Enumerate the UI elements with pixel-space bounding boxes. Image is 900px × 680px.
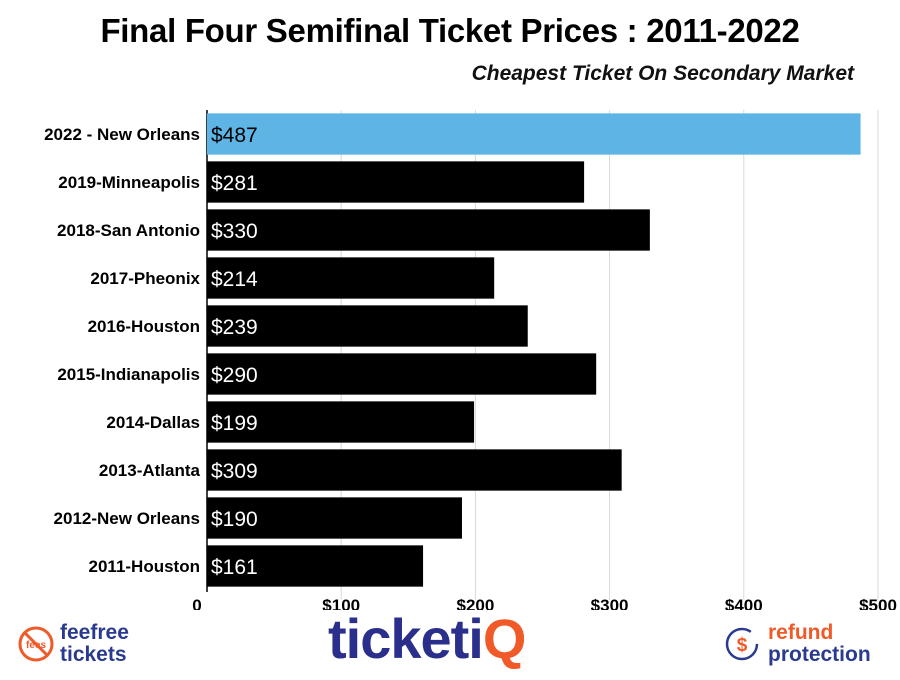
data-label: $281: [211, 172, 258, 195]
feefree-tickets-logo: fees feefree tickets: [14, 616, 174, 676]
category-label: 2016-Houston: [88, 317, 200, 336]
ticketiq-logo: ticketiQ: [328, 606, 578, 670]
category-label: 2017-Pheonix: [90, 269, 200, 288]
category-label: 2014-Dallas: [106, 413, 200, 432]
category-label: 2015-Indianapolis: [57, 365, 200, 384]
x-tick-label: $500: [859, 596, 897, 610]
refund-dollar-icon: $: [725, 627, 759, 661]
chart-subtitle: Cheapest Ticket On Secondary Market: [471, 62, 854, 85]
bar: [207, 161, 585, 203]
bar: [207, 497, 462, 539]
data-label: $290: [211, 364, 258, 387]
bar-chart: $487 2022 - New Orleans $281 2019-Minneapol…: [44, 110, 897, 610]
data-label: $199: [211, 412, 258, 435]
refund-logo-line2: protection: [768, 643, 871, 666]
x-tick-label: $100: [322, 596, 360, 610]
x-tick-label: $400: [725, 596, 763, 610]
feefree-logo-line2: tickets: [60, 643, 127, 666]
category-label: 2018-San Antonio: [57, 221, 200, 240]
refund-protection-logo: $ refund protection: [720, 616, 895, 676]
data-label: $487: [211, 124, 258, 147]
ticketiq-logo-main: ticketi: [328, 607, 484, 670]
bar: [207, 401, 475, 443]
refund-logo-line1: refund: [768, 621, 834, 644]
refund-dollar-symbol: $: [737, 635, 748, 656]
chart-title: Final Four Semifinal Ticket Prices : 201…: [100, 12, 800, 49]
bar: [207, 113, 861, 155]
category-label: 2012-New Orleans: [54, 509, 200, 528]
no-fees-icon-text: fees: [26, 640, 46, 651]
x-tick-label: $200: [456, 596, 494, 610]
data-label: $161: [211, 556, 258, 579]
data-label: $190: [211, 508, 258, 531]
category-label: 2022 - New Orleans: [44, 125, 200, 144]
category-label: 2011-Houston: [89, 557, 200, 576]
data-label: $214: [211, 268, 258, 291]
bar: [207, 353, 597, 395]
x-tick-label: 0: [192, 596, 201, 610]
data-label: $309: [211, 460, 258, 483]
bar: [207, 305, 528, 347]
x-tick-label: $300: [591, 596, 629, 610]
bar: [207, 449, 622, 491]
data-label: $239: [211, 316, 258, 339]
category-label: 2019-Minneapolis: [58, 173, 200, 192]
bar: [207, 209, 650, 251]
ticketiq-logo-q: Q: [482, 607, 527, 670]
category-label: 2013-Atlanta: [99, 461, 201, 480]
bar: [207, 545, 424, 587]
feefree-logo-line1: feefree: [60, 621, 129, 644]
data-label: $330: [211, 220, 258, 243]
no-fees-icon: fees: [18, 626, 54, 662]
bar: [207, 257, 495, 299]
